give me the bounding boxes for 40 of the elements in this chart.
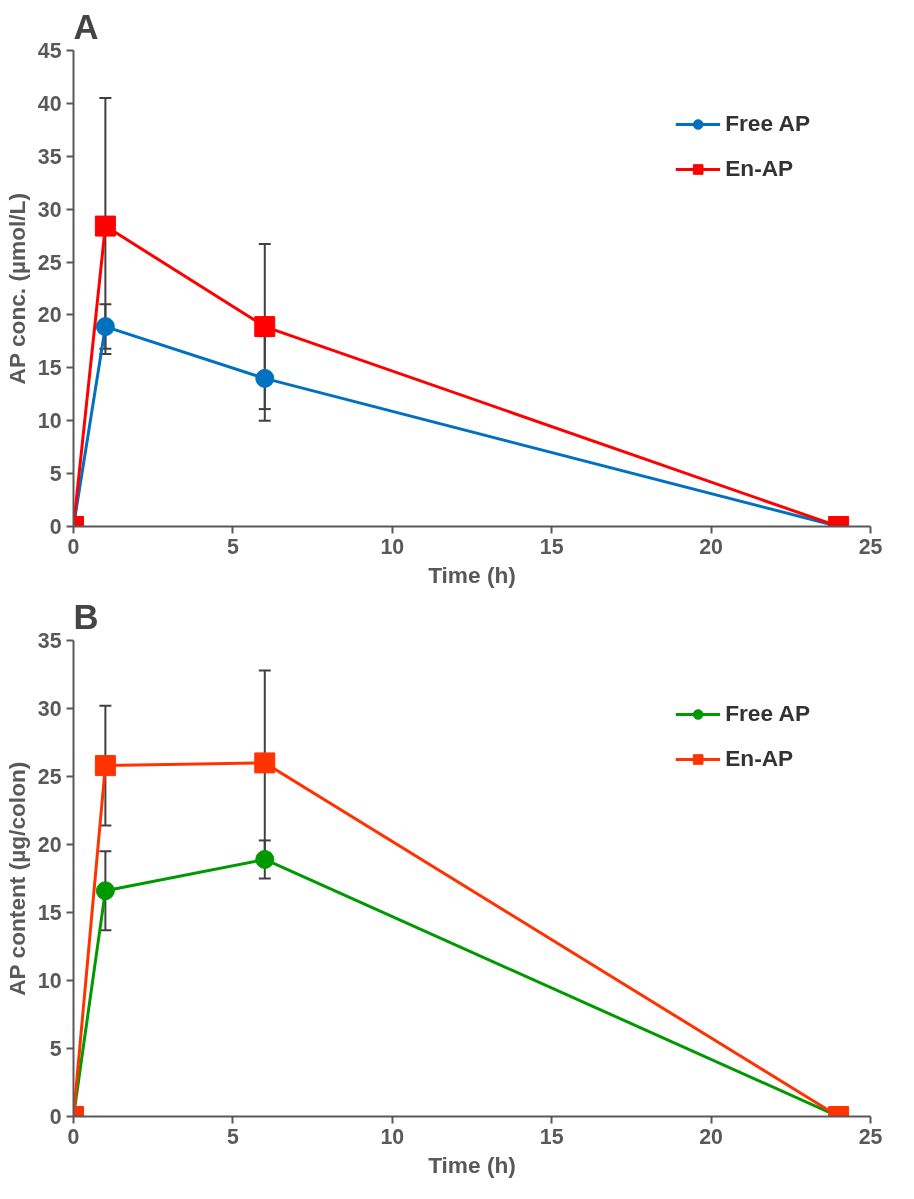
x-tick-label: 10 xyxy=(380,1124,405,1149)
y-tick-label: 20 xyxy=(37,833,62,857)
x-axis-title: Time (h) xyxy=(428,1151,516,1178)
y-tick-label: 0 xyxy=(49,1105,62,1129)
chart-title: B xyxy=(73,597,99,636)
x-tick-label: 20 xyxy=(699,534,723,559)
y-tick-label: 5 xyxy=(49,1037,62,1061)
y-tick-label: 15 xyxy=(37,356,62,381)
x-tick-label: 25 xyxy=(858,1124,883,1149)
y-tick-label: 40 xyxy=(37,91,62,116)
y-tick-label: 15 xyxy=(37,901,62,925)
y-tick-label: 45 xyxy=(37,39,62,63)
y-axis-title: AP content (µg/colon) xyxy=(3,761,30,996)
legend-label: En-AP xyxy=(725,745,794,772)
y-tick-label: 25 xyxy=(37,765,62,789)
legend-label: Free AP xyxy=(725,110,810,137)
y-tick-label: 5 xyxy=(49,462,62,487)
x-tick-label: 0 xyxy=(67,1124,80,1149)
x-axis-title: Time (h) xyxy=(428,561,516,588)
y-tick-label: 10 xyxy=(37,409,62,434)
x-tick-label: 20 xyxy=(699,1124,723,1149)
y-tick-label: 0 xyxy=(49,515,62,539)
legend-label: Free AP xyxy=(725,700,810,727)
x-tick-label: 10 xyxy=(380,534,405,559)
y-tick-label: 30 xyxy=(37,197,62,222)
y-axis-title: AP conc. (µmol/L) xyxy=(3,193,30,385)
x-tick-label: 5 xyxy=(226,1124,239,1149)
y-tick-label: 30 xyxy=(37,697,62,721)
legend-label: En-AP xyxy=(725,155,794,182)
y-tick-label: 35 xyxy=(37,629,62,653)
x-tick-label: 25 xyxy=(858,534,883,559)
x-tick-label: 15 xyxy=(539,1124,564,1149)
y-tick-label: 25 xyxy=(37,250,62,275)
x-tick-label: 0 xyxy=(67,534,80,559)
y-tick-label: 35 xyxy=(37,144,62,169)
y-tick-label: 20 xyxy=(37,303,62,328)
chart-title: A xyxy=(73,7,99,46)
y-tick-label: 10 xyxy=(37,969,62,993)
x-tick-label: 15 xyxy=(539,534,564,559)
x-tick-label: 5 xyxy=(226,534,239,559)
